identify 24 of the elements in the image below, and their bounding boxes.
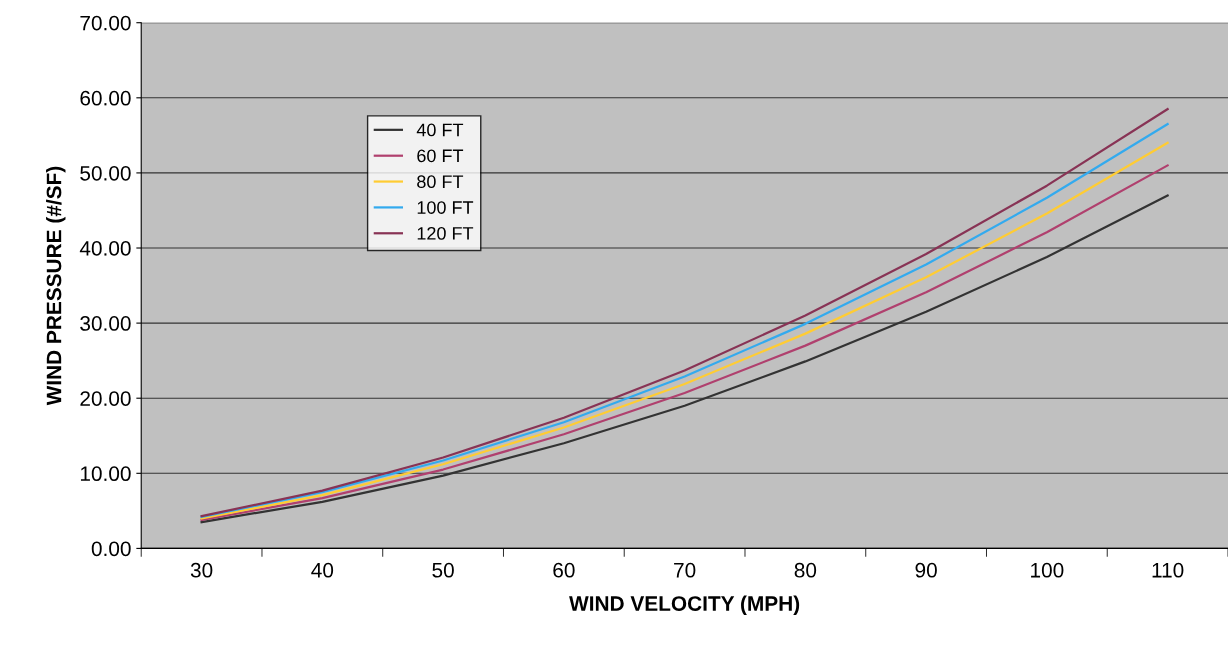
x-tick-label: 60 (553, 562, 575, 578)
x-axis-title: WIND VELOCITY (MPH) (569, 595, 800, 616)
legend-label: 100 FT (417, 201, 474, 214)
legend-label: 120 FT (417, 226, 474, 240)
y-tick-label: 40.00 (79, 241, 131, 256)
x-tick-label: 30 (190, 562, 213, 578)
x-tick-label: 50 (432, 562, 454, 578)
y-tick-label: 50.00 (80, 165, 131, 181)
y-tick-label: 0.00 (91, 541, 131, 557)
y-tick-label: 70.00 (80, 15, 131, 31)
x-tick-label: 90 (915, 562, 937, 578)
legend-label: 80 FT (417, 175, 464, 189)
y-tick-label: 20.00 (80, 391, 131, 406)
y-tick-label: 60.00 (80, 90, 131, 106)
legend-label: 60 FT (417, 149, 464, 163)
y-axis-title: WIND PRESSURE (#/SF) (46, 166, 66, 406)
x-tick-label: 110 (1152, 562, 1184, 578)
legend-label: 40 FT (416, 123, 464, 137)
x-tick-label: 40 (311, 562, 334, 578)
x-tick-label: 80 (794, 562, 817, 578)
y-tick-label: 10.00 (80, 466, 131, 482)
y-tick-label: 30.00 (80, 316, 131, 331)
x-tick-label: 70 (674, 562, 696, 578)
x-tick-label: 100 (1031, 562, 1064, 578)
